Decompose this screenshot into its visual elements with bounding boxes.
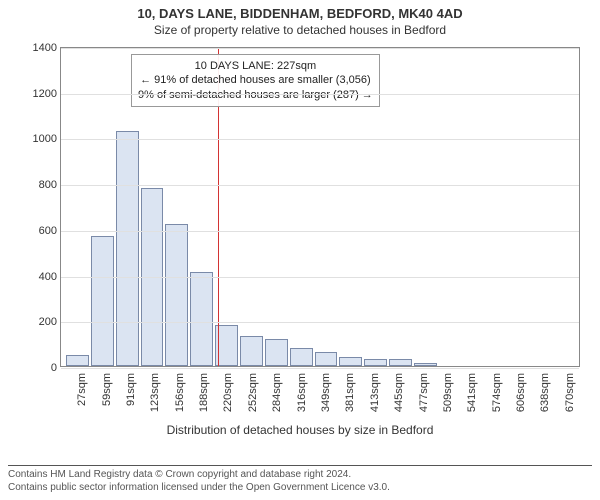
- x-tick-label: 188sqm: [198, 373, 210, 423]
- histogram-bar: [364, 359, 387, 366]
- y-tick-label: 0: [25, 362, 61, 374]
- gridline: [61, 185, 579, 186]
- x-tick-label: 284sqm: [271, 373, 283, 423]
- histogram-bar: [190, 272, 213, 366]
- y-tick-label: 400: [25, 271, 61, 283]
- x-tick-label: 670sqm: [564, 373, 576, 423]
- x-tick-label: 638sqm: [539, 373, 551, 423]
- x-tick-label: 123sqm: [149, 373, 161, 423]
- histogram-bar: [240, 336, 263, 366]
- histogram-bar: [389, 359, 412, 366]
- histogram-bar: [66, 355, 89, 366]
- x-tick-label: 220sqm: [222, 373, 234, 423]
- page-subtitle: Size of property relative to detached ho…: [0, 21, 600, 41]
- x-tick-label: 541sqm: [466, 373, 478, 423]
- x-tick-label: 156sqm: [174, 373, 186, 423]
- histogram-bar: [339, 357, 362, 366]
- page-title: 10, DAYS LANE, BIDDENHAM, BEDFORD, MK40 …: [0, 0, 600, 21]
- footer-attribution: Contains HM Land Registry data © Crown c…: [8, 465, 592, 494]
- histogram-bar: [165, 224, 188, 366]
- chart-container: Number of detached properties 10 DAYS LA…: [0, 41, 600, 441]
- x-tick-label: 413sqm: [369, 373, 381, 423]
- x-tick-label: 381sqm: [344, 373, 356, 423]
- annotation-line-2: ← 91% of detached houses are smaller (3,…: [138, 73, 373, 87]
- plot-area: 10 DAYS LANE: 227sqm ← 91% of detached h…: [60, 47, 580, 367]
- x-tick-label: 349sqm: [320, 373, 332, 423]
- histogram-bar: [315, 352, 338, 366]
- y-tick-label: 1200: [25, 88, 61, 100]
- gridline: [61, 94, 579, 95]
- y-tick-label: 1400: [25, 42, 61, 54]
- x-tick-label: 59sqm: [101, 373, 113, 423]
- y-tick-label: 600: [25, 225, 61, 237]
- y-tick-label: 200: [25, 316, 61, 328]
- histogram-bar: [290, 348, 313, 366]
- x-tick-label: 606sqm: [515, 373, 527, 423]
- x-tick-label: 252sqm: [247, 373, 259, 423]
- x-tick-label: 477sqm: [418, 373, 430, 423]
- x-tick-label: 509sqm: [442, 373, 454, 423]
- y-tick-label: 800: [25, 179, 61, 191]
- gridline: [61, 322, 579, 323]
- annotation-box: 10 DAYS LANE: 227sqm ← 91% of detached h…: [131, 54, 380, 107]
- footer-line-2: Contains public sector information licen…: [8, 482, 592, 495]
- gridline: [61, 277, 579, 278]
- histogram-bar: [414, 363, 437, 366]
- gridline: [61, 231, 579, 232]
- gridline: [61, 48, 579, 49]
- x-tick-label: 445sqm: [393, 373, 405, 423]
- footer-line-1: Contains HM Land Registry data © Crown c…: [8, 469, 592, 482]
- x-tick-label: 316sqm: [296, 373, 308, 423]
- x-tick-label: 91sqm: [125, 373, 137, 423]
- x-tick-label: 574sqm: [491, 373, 503, 423]
- histogram-bar: [265, 339, 288, 366]
- x-tick-label: 27sqm: [76, 373, 88, 423]
- x-tick-labels: 27sqm 59sqm 91sqm 123sqm 156sqm 188sqm 220sqm 2…: [60, 369, 580, 429]
- annotation-line-3: 9% of semi-detached houses are larger (2…: [138, 88, 373, 102]
- annotation-line-1: 10 DAYS LANE: 227sqm: [138, 59, 373, 73]
- y-tick-label: 1000: [25, 133, 61, 145]
- histogram-bar: [91, 236, 114, 366]
- gridline: [61, 139, 579, 140]
- histogram-bar: [116, 131, 139, 366]
- x-axis-label: Distribution of detached houses by size …: [0, 423, 600, 437]
